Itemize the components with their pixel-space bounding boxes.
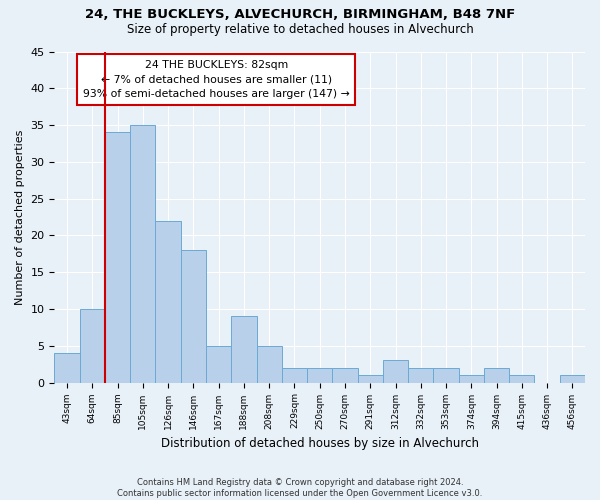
Y-axis label: Number of detached properties: Number of detached properties xyxy=(15,130,25,304)
Bar xyxy=(332,368,358,382)
X-axis label: Distribution of detached houses by size in Alvechurch: Distribution of detached houses by size … xyxy=(161,437,479,450)
Text: 24, THE BUCKLEYS, ALVECHURCH, BIRMINGHAM, B48 7NF: 24, THE BUCKLEYS, ALVECHURCH, BIRMINGHAM… xyxy=(85,8,515,20)
Bar xyxy=(130,125,155,382)
Bar xyxy=(358,375,383,382)
Bar xyxy=(231,316,257,382)
Bar xyxy=(155,220,181,382)
Bar xyxy=(257,346,282,383)
Bar xyxy=(282,368,307,382)
Text: Size of property relative to detached houses in Alvechurch: Size of property relative to detached ho… xyxy=(127,22,473,36)
Bar xyxy=(484,368,509,382)
Text: Contains HM Land Registry data © Crown copyright and database right 2024.
Contai: Contains HM Land Registry data © Crown c… xyxy=(118,478,482,498)
Bar xyxy=(206,346,231,383)
Bar xyxy=(105,132,130,382)
Bar xyxy=(509,375,535,382)
Bar xyxy=(181,250,206,382)
Bar xyxy=(560,375,585,382)
Bar xyxy=(383,360,408,382)
Bar xyxy=(55,353,80,382)
Bar xyxy=(408,368,433,382)
Bar xyxy=(458,375,484,382)
Bar xyxy=(80,309,105,382)
Text: 24 THE BUCKLEYS: 82sqm
← 7% of detached houses are smaller (11)
93% of semi-deta: 24 THE BUCKLEYS: 82sqm ← 7% of detached … xyxy=(83,60,350,100)
Bar xyxy=(307,368,332,382)
Bar xyxy=(433,368,458,382)
